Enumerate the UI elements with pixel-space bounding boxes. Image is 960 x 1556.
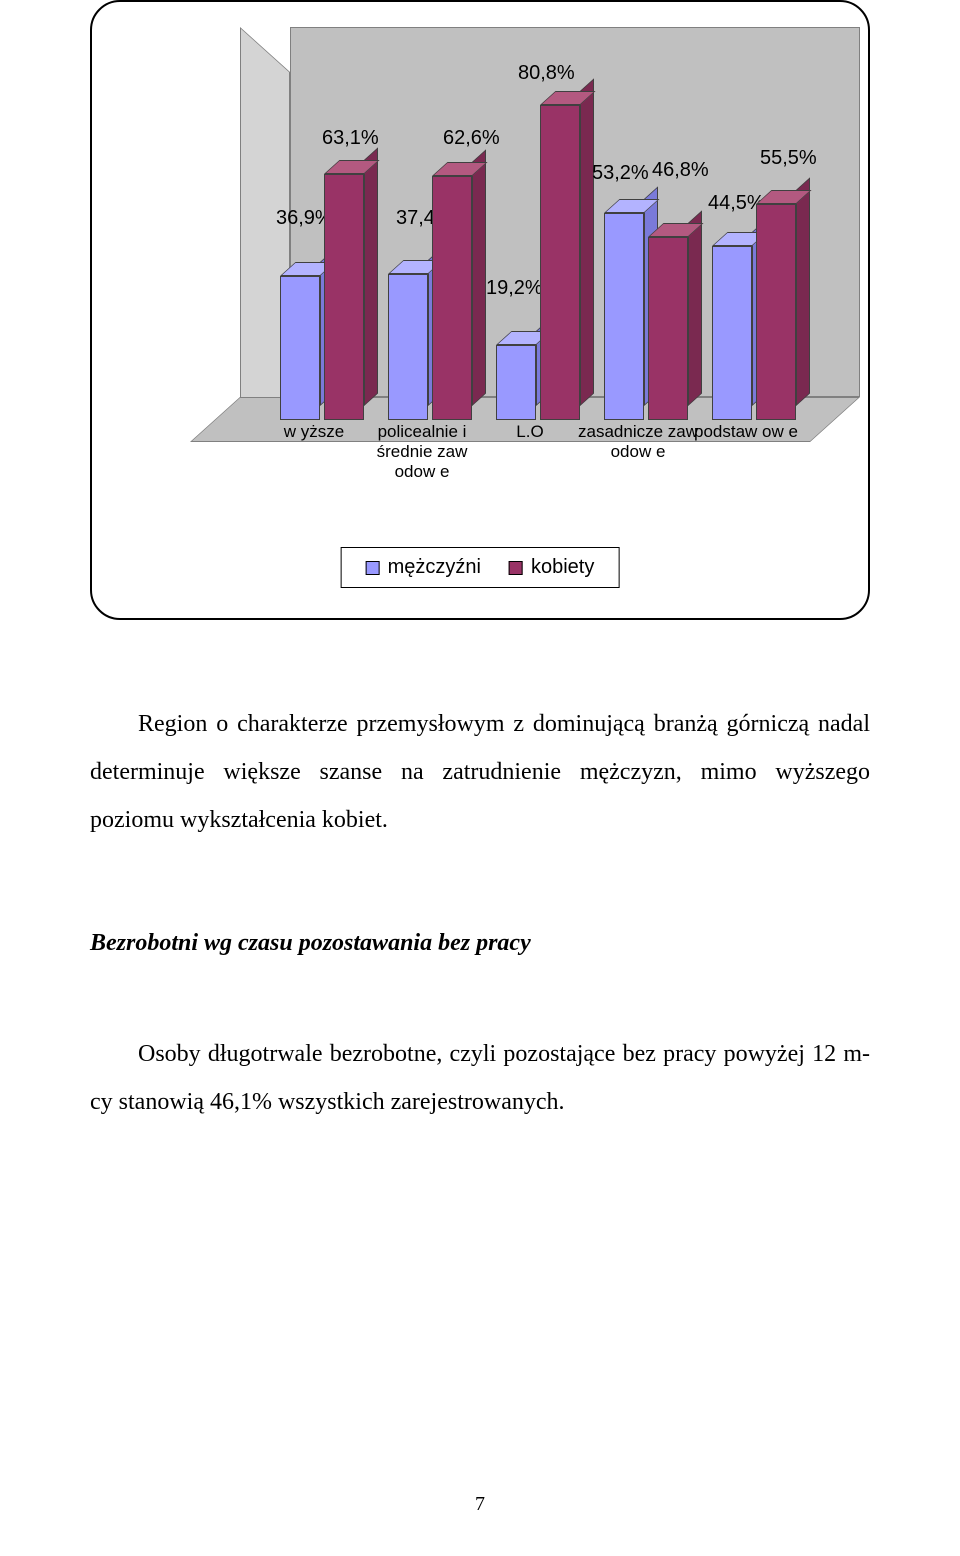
category-label: podstaw ow e (686, 422, 806, 442)
bar-value-label: 63,1% (322, 127, 379, 150)
section-heading: Bezrobotni wg czasu pozostawania bez pra… (90, 930, 870, 957)
category-label: w yższe (254, 422, 374, 442)
category-label: L.O (470, 422, 590, 442)
paragraph-2: Osoby długotrwale bezrobotne, czyli pozo… (90, 1030, 870, 1126)
legend-label-women: kobiety (531, 556, 594, 579)
bar (540, 105, 580, 420)
legend-swatch-women (509, 561, 523, 575)
bar-group: 37,4%62,6% (388, 419, 474, 420)
bar (432, 176, 472, 420)
bar (388, 274, 428, 420)
bar (648, 237, 688, 420)
bar-value-label: 19,2% (486, 277, 543, 300)
page-number: 7 (0, 1493, 960, 1516)
bar-group: 19,2%80,8% (496, 419, 582, 420)
bar (712, 246, 752, 420)
bar (496, 345, 536, 420)
paragraph-1: Region o charakterze przemysłowym z domi… (90, 700, 870, 844)
bar-group: 44,5%55,5% (712, 419, 798, 420)
bar-value-label: 55,5% (760, 147, 817, 170)
category-label: zasadnicze zaw odow e (578, 422, 698, 462)
category-label: policealnie i średnie zaw odow e (362, 422, 482, 482)
bar-value-label: 80,8% (518, 62, 575, 85)
bar-value-label: 46,8% (652, 159, 709, 182)
bar-group: 36,9%63,1% (280, 419, 366, 420)
legend-swatch-men (366, 561, 380, 575)
bar-group: 53,2%46,8% (604, 419, 690, 420)
legend-item-women: kobiety (509, 556, 594, 579)
bar-value-label: 53,2% (592, 162, 649, 185)
legend-label-men: mężczyźni (388, 556, 481, 579)
chart-frame: 36,9%63,1%37,4%62,6%19,2%80,8%53,2%46,8%… (90, 0, 870, 620)
bar (280, 276, 320, 420)
bar (756, 204, 796, 420)
legend-item-men: mężczyźni (366, 556, 481, 579)
chart-legend: mężczyźni kobiety (341, 547, 620, 588)
bar-value-label: 62,6% (443, 127, 500, 150)
bar (324, 174, 364, 420)
bar (604, 213, 644, 420)
bar-chart-3d: 36,9%63,1%37,4%62,6%19,2%80,8%53,2%46,8%… (240, 12, 924, 452)
